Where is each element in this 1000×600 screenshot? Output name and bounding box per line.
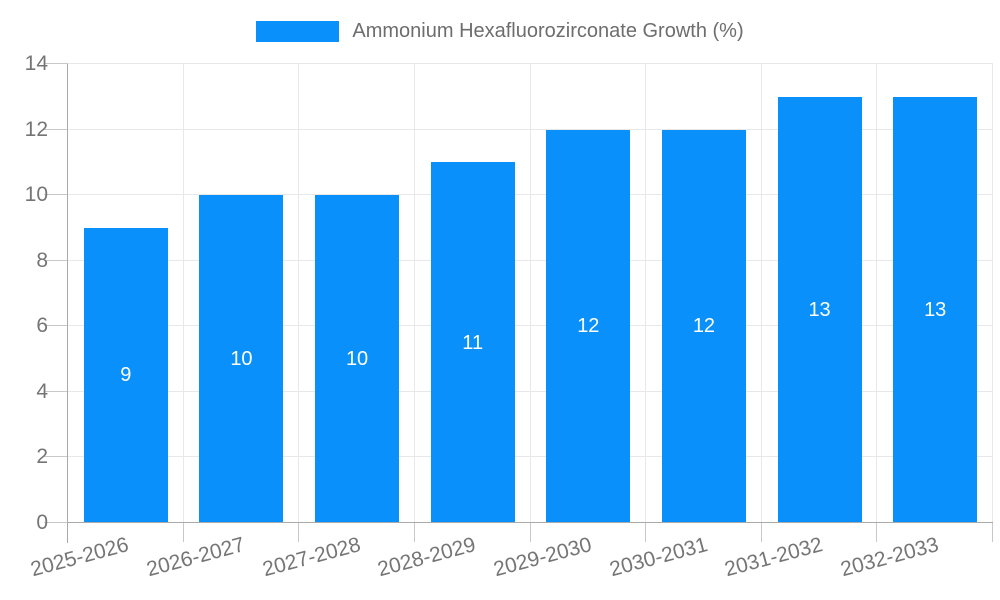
x-axis-label: 2030-2031 — [606, 533, 710, 582]
bar-value-label: 9 — [120, 364, 132, 387]
x-tick-mark — [760, 523, 762, 542]
y-tick-mark — [44, 325, 68, 327]
x-tick-mark — [992, 523, 993, 542]
x-gridline — [992, 64, 993, 523]
y-tick-mark — [44, 63, 68, 64]
x-gridline — [529, 64, 531, 523]
y-axis-label: 14 — [24, 52, 48, 75]
x-gridline — [876, 64, 878, 523]
x-axis-label: 2028-2029 — [375, 533, 479, 582]
legend-swatch — [256, 20, 340, 42]
bar-2025-2026[interactable] — [83, 227, 168, 522]
y-gridline — [68, 259, 993, 261]
x-axis-label: 2029-2030 — [491, 533, 595, 582]
x-axis-label: 2031-2032 — [722, 533, 826, 582]
bar-2030-2031[interactable] — [661, 129, 746, 522]
x-tick-mark — [645, 523, 647, 542]
bar-2027-2028[interactable] — [315, 195, 400, 522]
x-gridline — [413, 64, 415, 523]
bar-2028-2029[interactable] — [430, 162, 515, 522]
bar-2032-2033[interactable] — [893, 96, 978, 522]
x-tick-mark — [876, 523, 878, 542]
x-axis-label: 2025-2026 — [28, 533, 132, 582]
bar-value-label: 10 — [345, 348, 369, 371]
y-tick-mark — [44, 259, 68, 261]
bar-value-label: 13 — [808, 298, 831, 321]
y-gridline — [68, 194, 993, 196]
y-tick-mark — [44, 522, 68, 523]
bar-2026-2027[interactable] — [199, 195, 284, 522]
legend[interactable]: Ammonium Hexafluorozirconate Growth (%) — [0, 20, 1000, 42]
y-tick-mark — [44, 194, 68, 196]
x-gridline — [298, 64, 300, 523]
x-axis-line — [68, 522, 993, 523]
y-tick-mark — [44, 128, 68, 130]
y-axis-label: 0 — [36, 511, 48, 534]
y-gridline — [68, 456, 993, 458]
x-gridline — [645, 64, 647, 523]
x-tick-mark — [298, 523, 300, 542]
x-tick-mark — [182, 523, 184, 542]
bar-value-label: 11 — [462, 331, 484, 354]
bar-value-label: 13 — [924, 298, 947, 321]
bar-value-label: 12 — [577, 315, 600, 338]
y-axis-label: 4 — [36, 379, 48, 403]
y-axis-label: 2 — [36, 445, 48, 469]
bar-value-label: 12 — [692, 315, 716, 338]
bar-2031-2032[interactable] — [777, 96, 862, 522]
y-gridline — [68, 390, 993, 392]
x-axis-label: 2027-2028 — [259, 533, 363, 582]
x-tick-mark — [413, 523, 415, 542]
bar-value-label: 10 — [230, 348, 253, 371]
y-gridline — [68, 63, 993, 64]
x-axis-label: 2032-2033 — [837, 533, 941, 582]
y-axis-label: 12 — [24, 117, 48, 141]
legend-label: Ammonium Hexafluorozirconate Growth (%) — [352, 20, 744, 42]
y-axis-label: 6 — [36, 314, 48, 338]
y-axis-line — [67, 64, 68, 543]
bar-2029-2030[interactable] — [546, 129, 631, 522]
y-axis-label: 10 — [24, 183, 48, 207]
y-gridline — [68, 128, 993, 130]
x-gridline — [760, 64, 762, 523]
x-axis-label: 2026-2027 — [144, 533, 248, 582]
x-tick-mark — [529, 523, 531, 542]
y-gridline — [68, 325, 993, 327]
y-tick-mark — [44, 390, 68, 392]
y-tick-mark — [44, 456, 68, 458]
x-gridline — [182, 64, 184, 523]
y-axis-label: 8 — [36, 248, 48, 272]
